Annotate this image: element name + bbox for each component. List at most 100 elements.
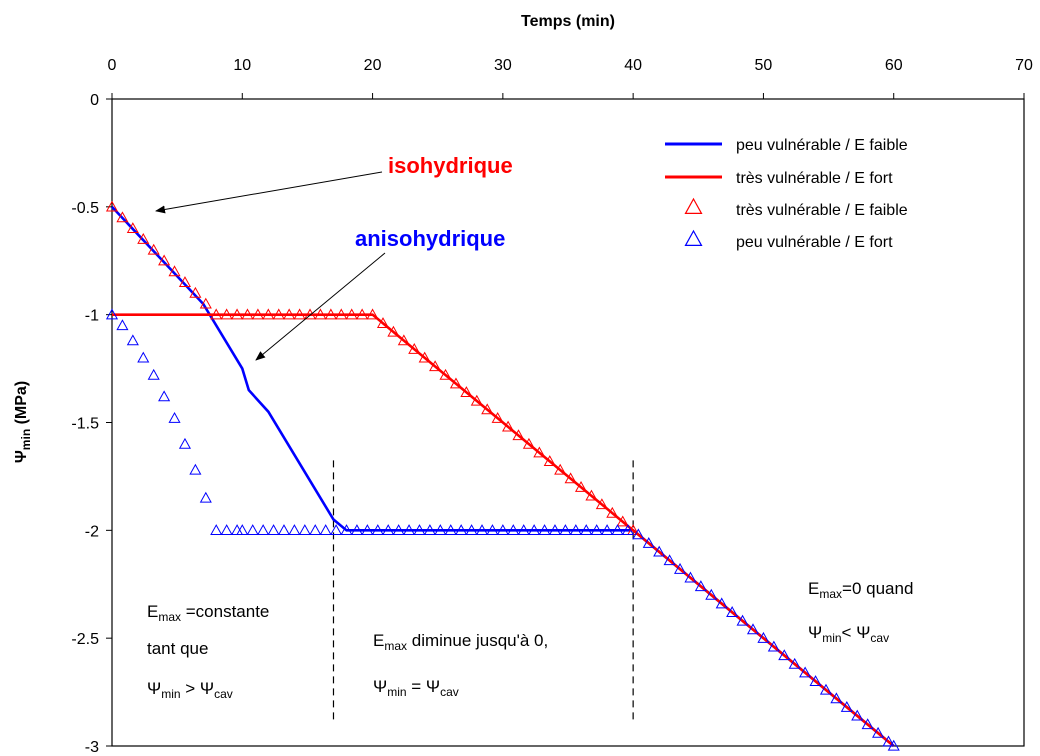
data-point (574, 480, 588, 492)
data-point (382, 524, 395, 535)
data-point (251, 308, 264, 320)
data-point (439, 368, 452, 380)
legend-label: très vulnérable / E faible (736, 202, 908, 219)
data-point (168, 265, 181, 277)
data-point (653, 545, 666, 557)
x-tick-label: 30 (494, 57, 512, 74)
x-tick-label: 70 (1015, 57, 1033, 74)
data-point (819, 683, 833, 695)
data-point (330, 524, 343, 535)
data-point (241, 308, 254, 320)
data-point (663, 554, 676, 566)
data-point (158, 390, 171, 402)
data-point (887, 739, 900, 751)
y-axis-title-sub: min (19, 429, 33, 450)
data-point (158, 254, 171, 266)
series-lines (111, 205, 895, 748)
data-point (851, 709, 864, 721)
data-point (486, 524, 499, 535)
data-point (231, 524, 244, 535)
data-point (429, 360, 442, 372)
data-point (543, 455, 556, 466)
data-point (371, 524, 384, 535)
legend-marker (684, 197, 703, 214)
y-tick-label: -3 (85, 739, 99, 756)
data-point (538, 524, 551, 535)
y-axis-title-symbol: Ψ (13, 450, 30, 463)
data-point (126, 334, 139, 346)
data-point (356, 308, 369, 320)
svg-text:Emax =constante: Emax =constante (147, 602, 269, 624)
data-point (590, 524, 603, 535)
data-point (361, 524, 374, 535)
svg-text:Ψmin > Ψcav: Ψmin > Ψcav (147, 679, 233, 701)
data-point (809, 675, 822, 686)
data-point (502, 420, 515, 432)
data-point (788, 657, 801, 669)
x-tick-label: 0 (108, 57, 117, 74)
plot-area (111, 98, 1025, 747)
data-point (324, 308, 337, 320)
data-point (564, 472, 577, 484)
data-point (267, 524, 280, 535)
data-point (293, 308, 306, 320)
data-point (199, 297, 212, 309)
data-point (840, 700, 853, 712)
note-emax-constant: Emax =constante tant que Ψmin > Ψcav (147, 602, 269, 701)
data-point (684, 571, 697, 583)
data-point (116, 319, 129, 331)
data-point (387, 325, 400, 337)
data-point (799, 666, 812, 678)
data-point (137, 351, 150, 363)
data-point (168, 411, 181, 423)
data-point (210, 308, 223, 320)
svg-text:Ψmin< Ψcav: Ψmin< Ψcav (808, 623, 889, 645)
data-point (272, 308, 285, 320)
data-point (726, 606, 739, 617)
data-point (178, 276, 192, 287)
data-point (210, 524, 223, 535)
x-tick-label: 20 (364, 57, 382, 74)
note-emax-decrease: Emax diminue jusqu'à 0, Ψmin = Ψcav (373, 631, 548, 699)
data-point (882, 735, 895, 747)
data-point (767, 640, 780, 652)
data-point (178, 437, 192, 449)
data-point (585, 489, 598, 501)
data-point (694, 580, 707, 592)
svg-text:tant que: tant que (147, 639, 208, 658)
legend-label: peu vulnérable / E fort (736, 234, 893, 251)
y-tick-label: 0 (90, 92, 99, 109)
data-point (262, 308, 275, 320)
vertical-dashed-lines (332, 460, 634, 720)
data-point (189, 463, 202, 475)
data-point (465, 524, 478, 535)
data-point (533, 446, 546, 458)
data-point (392, 524, 405, 535)
x-tick-label: 50 (755, 57, 773, 74)
data-point (314, 308, 327, 320)
data-point (496, 524, 509, 535)
data-point (705, 588, 718, 600)
data-point (116, 211, 129, 223)
data-point (303, 308, 317, 320)
data-point (418, 351, 431, 363)
data-point (517, 524, 530, 535)
data-point (580, 524, 593, 535)
data-point (522, 437, 535, 449)
legend: peu vulnérable / E faible très vulnérable… (665, 137, 908, 251)
data-point (621, 524, 634, 535)
data-point (449, 377, 463, 389)
data-point (236, 524, 249, 535)
data-point (408, 342, 421, 354)
data-point (642, 537, 655, 548)
data-point (288, 524, 301, 535)
data-point (611, 524, 624, 535)
x-axis-ticks: 0 10 20 30 40 50 60 70 (108, 57, 1033, 99)
y-tick-label: -1.5 (71, 416, 99, 433)
isohydrique-label: isohydrique (388, 153, 513, 178)
data-point (872, 726, 885, 738)
data-point (126, 222, 139, 234)
x-axis-title: Temps (min) (521, 13, 615, 30)
data-point (277, 524, 291, 535)
